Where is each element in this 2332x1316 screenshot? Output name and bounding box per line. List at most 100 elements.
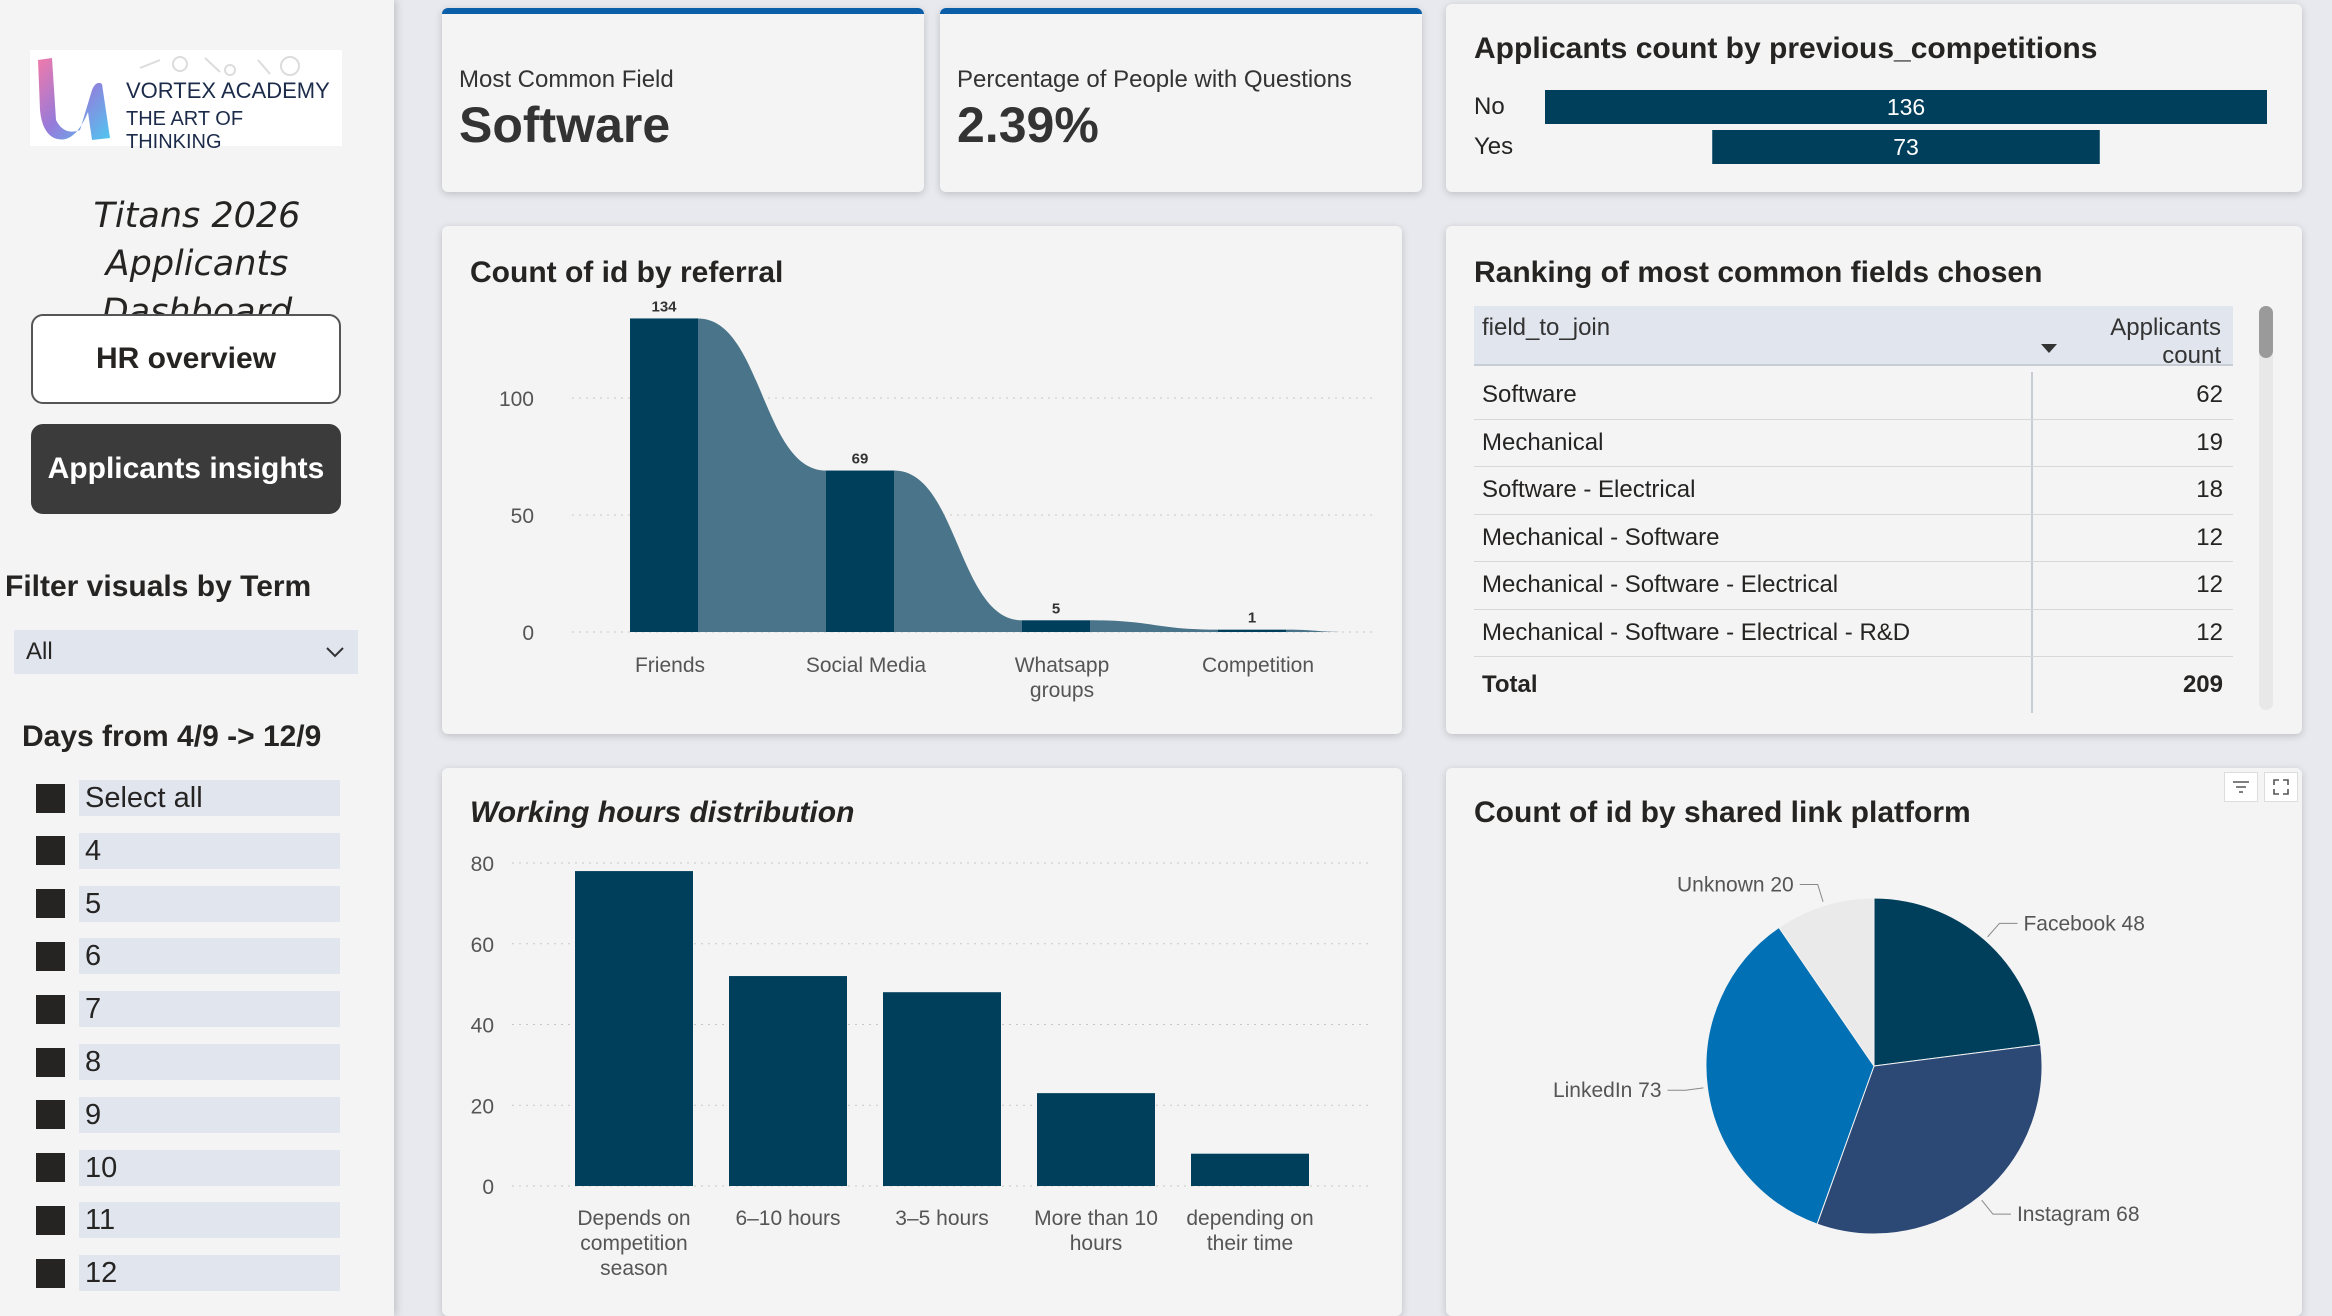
day-checkbox-7[interactable]: 7 [36,991,340,1028]
logo-tagline: THE ART OF THINKING [126,108,244,153]
checkbox-checked-icon[interactable] [36,941,65,971]
table-row[interactable]: Mechanical - Software - Electrical - R&D… [1474,609,2233,657]
referral-ribbon [1090,620,1218,632]
referral-category-label: Whatsapp [1015,654,1110,677]
referral-category-label: Social Media [806,654,927,677]
checkbox-checked-icon[interactable] [36,1153,65,1183]
pie-data-label: LinkedIn 73 [1553,1079,1662,1102]
hours-bar[interactable] [1191,1153,1309,1186]
pie-data-label: Instagram 68 [2017,1203,2140,1226]
cell-count: 18 [2196,476,2223,504]
term-dropdown[interactable]: All [14,630,358,674]
days-filter-label: Days from 4/9 -> 12/9 [22,720,322,753]
competitions-category-label: Yes [1474,133,1513,160]
pie-slice-linkedin[interactable] [1705,926,1875,1225]
focus-mode-icon[interactable] [2264,772,2298,802]
header-field-to-join[interactable]: field_to_join [1482,314,1611,341]
referral-bar[interactable] [1218,629,1286,632]
referral-chart: 0 50 100 134 Friends 69 Social Media 5 Whatsappg… [499,298,1372,702]
day-checkbox-label: 5 [79,885,340,922]
checkbox-checked-icon[interactable] [36,1258,65,1288]
hours-card: Working hours distribution 0 20 40 60 80 Depe… [442,768,1402,1316]
pie-slice-unknown[interactable] [1778,897,1875,1068]
day-checkbox-8[interactable]: 8 [36,1044,340,1080]
competitions-bar[interactable] [1712,130,2100,164]
referral-ytick-label: 100 [499,388,534,411]
hr-overview-button[interactable]: HR overview [31,314,341,404]
referral-ytick-label: 50 [511,505,534,528]
vortex-academy-logo: VORTEX ACADEMY THE ART OF THINKING [30,50,342,153]
cell-count: 62 [2196,381,2223,409]
hours-category-label: hours [1070,1232,1123,1255]
table-row[interactable]: Software 62 [1474,372,2233,420]
table-row[interactable]: Mechanical 19 [1474,419,2233,467]
cell-field: Mechanical - Software - Electrical - R&D [1474,609,2033,656]
day-checkbox-label: 9 [79,1096,340,1133]
referral-card: Count of id by referral 0 50 100 134 Friends… [442,226,1402,734]
term-filter-label: Filter visuals by Term [5,570,312,603]
day-checkbox-4[interactable]: 4 [36,832,340,869]
filter-icon[interactable] [2224,772,2258,802]
day-checkbox-12[interactable]: 12 [36,1255,340,1292]
referral-ribbon [1286,629,1346,632]
day-checkbox-label: 6 [79,938,340,975]
table-row[interactable]: Software - Electrical 18 [1474,467,2233,515]
checkbox-checked-icon[interactable] [36,1047,65,1077]
hours-bar[interactable] [729,976,847,1186]
applicants-insights-button[interactable]: Applicants insights [31,424,341,514]
day-checkbox-select-all[interactable]: Select all [36,780,340,816]
day-checkbox-9[interactable]: 9 [36,1096,340,1133]
pie-slice-instagram[interactable] [1816,1044,2043,1235]
referral-ribbon [894,470,1022,632]
pie-leader-line [1981,1199,2011,1215]
hours-category-label: Depends on [577,1207,690,1230]
day-checkbox-5[interactable]: 5 [36,885,340,922]
competitions-bar[interactable] [1545,90,2267,124]
day-checkbox-11[interactable]: 11 [36,1202,340,1239]
referral-title: Count of id by referral [470,256,784,289]
header-applicants-count[interactable]: Applicants count [2033,306,2233,378]
kpi-common-field-card: Most Common Field Software [442,8,924,192]
checkbox-checked-icon[interactable] [36,994,65,1024]
referral-bar[interactable] [630,318,698,632]
kpi-common-field-label: Most Common Field [459,66,674,93]
platform-card: Count of id by shared link platform Face… [1446,768,2302,1316]
dashboard-title: Titans 2026 Applicants Dashboard [0,192,394,336]
checkbox-checked-icon[interactable] [36,889,65,919]
day-checkbox-label: 8 [79,1044,340,1080]
checkbox-checked-icon[interactable] [36,783,65,813]
table-row[interactable]: Mechanical - Software - Electrical 12 [1474,562,2233,610]
checkbox-checked-icon[interactable] [36,836,65,866]
hours-category-label: depending on [1186,1207,1313,1230]
cell-count: 12 [2196,618,2223,646]
day-checkbox-6[interactable]: 6 [36,938,340,975]
hours-bar[interactable] [575,871,693,1186]
hours-ytick-label: 60 [471,934,494,957]
hours-bar[interactable] [1037,1093,1155,1186]
hours-bar[interactable] [883,992,1001,1186]
pie-slice-facebook[interactable] [1873,897,2042,1067]
hours-category-label: competition [580,1232,687,1255]
referral-bar[interactable] [826,470,894,632]
table-scrollbar-track[interactable] [2259,306,2273,710]
referral-bar[interactable] [1022,620,1090,632]
hours-ytick-label: 0 [482,1176,494,1199]
header-applicants-count-label: Applicants count [2110,314,2221,369]
checkbox-checked-icon[interactable] [36,1205,65,1235]
kpi-questions-label: Percentage of People with Questions [957,66,1352,93]
day-checkbox-label: Select all [79,780,340,816]
cell-field: Mechanical - Software [1474,514,2033,561]
table-row[interactable]: Mechanical - Software 12 [1474,514,2233,562]
pie-leader-line [1799,884,1824,902]
checkbox-checked-icon[interactable] [36,1100,65,1130]
fields-table-title: Ranking of most common fields chosen [1474,256,2043,289]
day-checkbox-10[interactable]: 10 [36,1149,340,1186]
referral-data-label: 1 [1248,610,1256,627]
day-checkbox-label: 10 [79,1149,340,1186]
hours-category-label: 3–5 hours [895,1207,988,1230]
term-dropdown-value: All [26,638,53,665]
logo-name: VORTEX ACADEMY [126,78,330,103]
table-scrollbar-thumb[interactable] [2259,306,2273,358]
cell-count: 12 [2196,571,2223,599]
